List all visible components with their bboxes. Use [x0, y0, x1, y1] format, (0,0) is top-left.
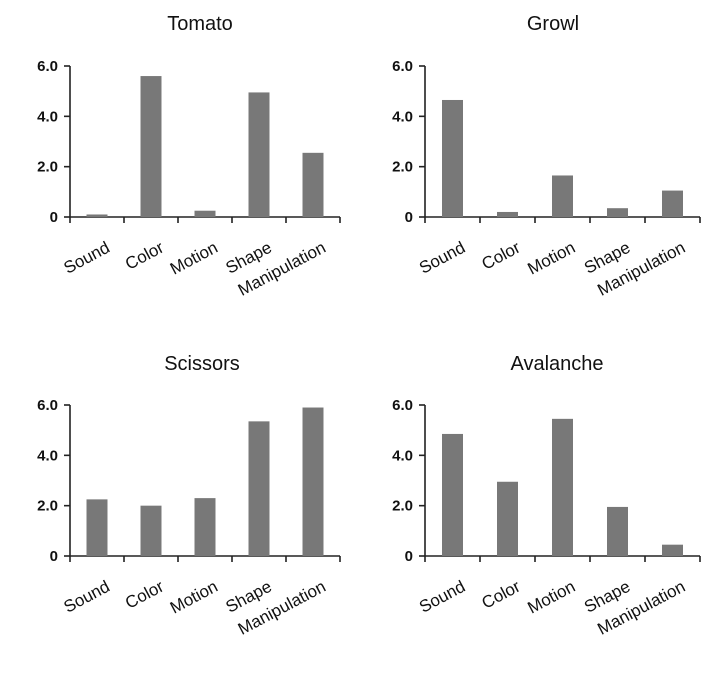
chart-title: Avalanche	[510, 353, 603, 375]
bar-sound	[442, 433, 463, 556]
bar-shape	[607, 208, 628, 217]
bar-shape	[248, 92, 270, 217]
bar-motion	[194, 210, 216, 217]
x-category-label: Sound	[61, 577, 113, 617]
y-tick-label: 2.0	[392, 159, 413, 176]
bar-manipulation	[662, 544, 683, 556]
y-tick-label: 6.0	[37, 58, 58, 75]
x-category-label: Color	[479, 577, 524, 613]
x-category-label: Motion	[524, 577, 578, 618]
x-category-label: Motion	[167, 577, 221, 618]
y-tick-label: 2.0	[37, 159, 58, 176]
y-tick-label: 0	[50, 209, 58, 226]
bar-color	[497, 211, 518, 217]
y-tick-label: 4.0	[37, 447, 58, 464]
y-tick-label: 0	[405, 209, 413, 226]
bar-color	[140, 76, 162, 217]
bar-shape	[607, 506, 628, 556]
bar-manipulation	[302, 407, 324, 556]
y-tick-label: 6.0	[392, 397, 413, 414]
bar-manipulation	[662, 190, 683, 217]
bar-motion	[552, 175, 573, 217]
x-category-label: Color	[479, 238, 524, 274]
y-tick-label: 2.0	[392, 498, 413, 515]
y-tick-label: 0	[50, 548, 58, 565]
y-tick-label: 0	[405, 548, 413, 565]
bar-color	[140, 505, 162, 556]
x-category-label: Sound	[416, 238, 468, 278]
x-category-label: Color	[122, 577, 167, 613]
x-category-label: Sound	[61, 238, 113, 278]
bar-sound	[442, 99, 463, 217]
bar-motion	[552, 418, 573, 556]
bar-manipulation	[302, 152, 324, 217]
chart-title: Tomato	[167, 13, 233, 35]
y-tick-label: 2.0	[37, 498, 58, 515]
chart-title: Growl	[527, 13, 579, 35]
y-tick-label: 4.0	[392, 447, 413, 464]
chart-title: Scissors	[164, 353, 240, 375]
bar-color	[497, 481, 518, 556]
x-category-label: Motion	[524, 238, 578, 279]
y-tick-label: 6.0	[37, 397, 58, 414]
y-tick-label: 6.0	[392, 58, 413, 75]
bar-shape	[248, 421, 270, 556]
x-category-label: Color	[122, 238, 167, 274]
bar-motion	[194, 498, 216, 556]
x-category-label: Sound	[416, 577, 468, 617]
bar-sound	[86, 214, 108, 217]
y-tick-label: 4.0	[392, 108, 413, 125]
bar-sound	[86, 499, 108, 556]
x-category-label: Motion	[167, 238, 221, 279]
y-tick-label: 4.0	[37, 108, 58, 125]
